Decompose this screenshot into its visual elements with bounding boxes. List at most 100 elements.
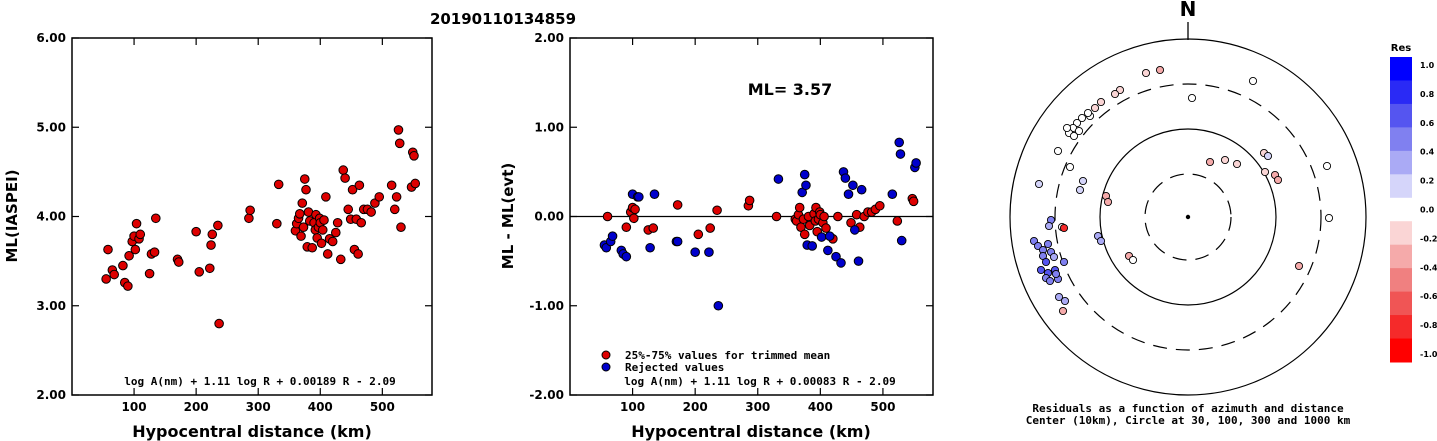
colorbar-tick-label: -1.0: [1420, 350, 1437, 359]
ml-point: [338, 165, 349, 175]
colorbar-tick-label: 0.2: [1420, 177, 1434, 186]
colorbar-cell: [1390, 268, 1412, 293]
colorbar-cell: [1390, 80, 1412, 105]
colorbar-tick-label: -0.2: [1420, 234, 1437, 243]
ml-point: [374, 192, 385, 202]
trimmed-point: [648, 223, 659, 233]
plot2-ml-annotation: ML= 3.57: [748, 80, 833, 99]
ml-point: [131, 218, 142, 229]
station-marker: [1096, 236, 1106, 246]
polar-caption-line1: Residuals as a function of azimuth and d…: [1032, 402, 1344, 415]
ml-iaspei-plot: ML(IASPEI) Hypocentral distance (km) log…: [3, 31, 433, 441]
rejected-point: [823, 245, 833, 256]
rejected-point: [807, 241, 818, 251]
plot2-xtick-label: 300: [745, 400, 770, 414]
colorbar-cells: [1390, 57, 1412, 363]
ml-point: [319, 215, 329, 225]
ml-point: [101, 274, 111, 284]
rejected-point: [713, 300, 724, 311]
station-marker: [1075, 185, 1085, 195]
station-marker: [1034, 179, 1044, 189]
ml-point: [204, 263, 215, 274]
legend-swatch-trimmed: [601, 350, 611, 360]
ml-point: [347, 184, 358, 195]
station-marker: [1083, 108, 1093, 118]
trimmed-point: [794, 202, 805, 213]
ml-point: [353, 249, 363, 259]
ml-point: [316, 238, 327, 249]
station-marker: [1324, 213, 1334, 223]
trimmed-point: [821, 223, 831, 233]
trimmed-point: [819, 211, 829, 222]
station-marker: [1103, 197, 1113, 207]
ml-point: [356, 217, 367, 228]
ml-point: [150, 213, 161, 224]
station-marker: [1232, 159, 1242, 169]
ml-point: [301, 184, 311, 195]
rejected-point: [799, 169, 810, 180]
station-marker: [1058, 306, 1068, 316]
plot1-ytick-label: 5.00: [36, 120, 66, 134]
station-marker: [1044, 221, 1054, 231]
rejected-point: [911, 158, 921, 168]
rejected-point: [840, 173, 851, 183]
colorbar-cell: [1390, 315, 1412, 340]
station-marker: [1187, 93, 1197, 103]
trimmed-point: [672, 200, 683, 210]
plot2-xtick-label: 100: [620, 400, 645, 414]
trimmed-point: [693, 229, 704, 240]
rejected-point: [773, 174, 784, 184]
ml-point: [130, 244, 141, 255]
ml-point: [294, 209, 305, 219]
figure-title: 20190110134859: [430, 10, 576, 28]
ml-point: [340, 173, 350, 183]
plot1-xtick-label: 300: [246, 400, 271, 414]
station-marker: [1205, 157, 1215, 167]
plot2-ylabel: ML - ML(evt): [499, 163, 517, 269]
rejected-point: [704, 247, 714, 257]
plot2-xtick-label: 200: [683, 400, 708, 414]
ml-point: [354, 180, 365, 191]
ml-point: [321, 192, 331, 202]
trimmed-point: [875, 200, 885, 211]
ml-point: [109, 269, 120, 280]
ml-point: [391, 192, 402, 202]
residual-colorbar: Res 1.0 0.8 0.6 0.4 0.2 0.0 -0.2 -0.4 -0.6 -0.8 -1…: [1390, 43, 1437, 363]
trimmed-point: [712, 205, 722, 216]
polar-caption-line2: Center (10km), Circle at 30, 100, 300 an…: [1026, 414, 1351, 427]
ml-point: [410, 178, 421, 189]
ml-point: [335, 254, 346, 265]
legend-swatch-rejected: [601, 362, 611, 372]
ml-point: [206, 240, 216, 250]
plot1-formula: log A(nm) + 1.11 log R + 0.00189 R - 2.0…: [124, 375, 396, 388]
plot1-points: [101, 125, 421, 329]
trimmed-point: [908, 196, 919, 207]
station-marker: [1322, 161, 1332, 171]
ml-point: [297, 198, 308, 208]
ml-point: [386, 180, 397, 191]
legend-label-trimmed: 25%-75% values for trimmed mean: [625, 349, 830, 362]
station-marker: [1294, 261, 1304, 271]
ml-point: [307, 242, 318, 253]
ml-point: [118, 260, 128, 271]
trimmed-point: [833, 211, 843, 222]
ring-100km: [1099, 128, 1277, 306]
ml-point: [332, 217, 343, 228]
ml-point: [317, 225, 328, 235]
plot1-axes: 100 200 300 400 500 2.00 3.00 4.00 5.00 6.00: [36, 31, 432, 414]
trimmed-point: [602, 211, 613, 222]
rejected-point: [848, 180, 858, 191]
colorbar-cell: [1390, 291, 1412, 316]
ml-point: [330, 227, 341, 238]
rejected-point: [849, 225, 860, 235]
station-marker: [1263, 151, 1273, 161]
plot1-ytick-label: 2.00: [36, 388, 66, 402]
plot1-ytick-label: 3.00: [36, 299, 66, 313]
colorbar-cell: [1390, 174, 1412, 199]
ml-point: [343, 204, 354, 215]
ml-point: [144, 268, 155, 279]
colorbar-tick-label: 0.4: [1420, 148, 1435, 157]
station-marker: [1049, 252, 1059, 262]
plot2-ytick-label: -2.00: [529, 388, 564, 402]
station-marker: [1128, 255, 1138, 265]
